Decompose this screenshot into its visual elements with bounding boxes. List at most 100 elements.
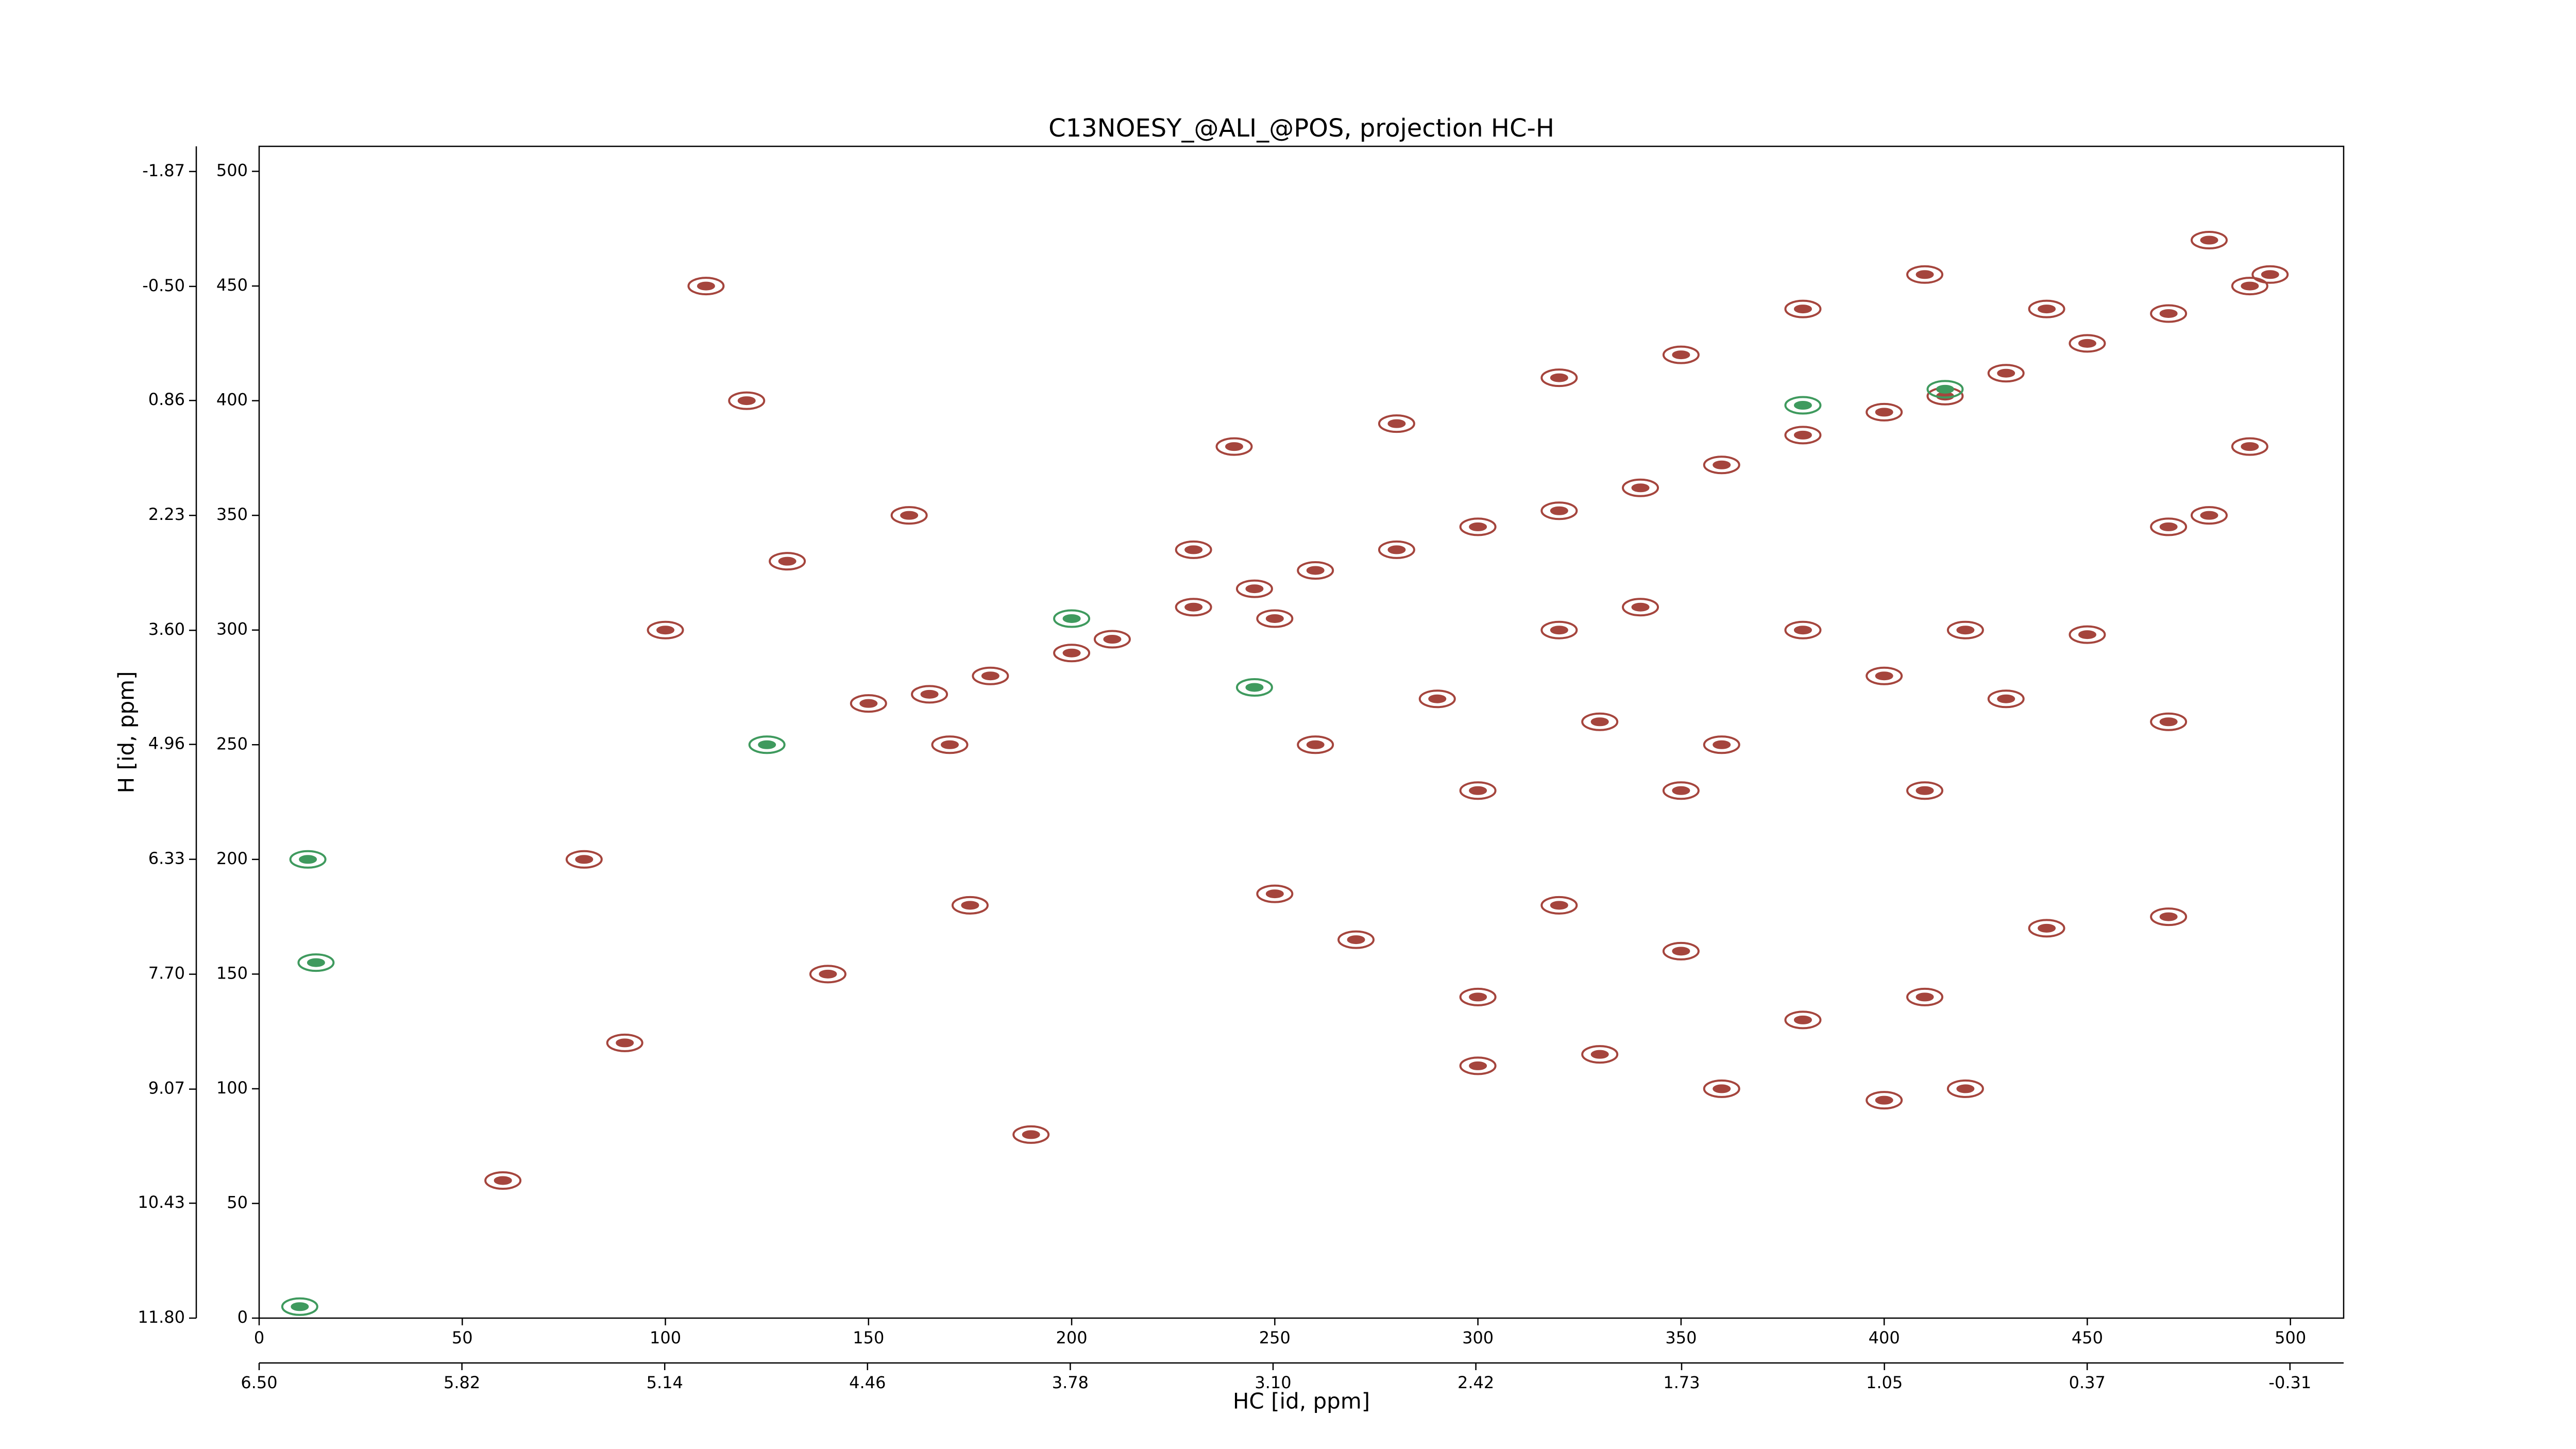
peak [728, 391, 766, 410]
peak-core [961, 901, 979, 910]
peak [281, 1297, 318, 1316]
peak [1215, 437, 1253, 456]
peak-core [1997, 368, 2015, 378]
peak [1297, 561, 1334, 580]
y2-tick-label: 11.80 [138, 1307, 185, 1327]
y2-tick-label: 10.43 [138, 1192, 185, 1212]
peak-core [1103, 635, 1122, 644]
peak [1378, 414, 1415, 433]
x2-tick-label: 3.78 [1052, 1373, 1089, 1392]
peak [1053, 609, 1091, 628]
peak [2190, 506, 2228, 525]
chart-title: C13NOESY_@ALI_@POS, projection HC-H [1048, 114, 1554, 143]
y-tick-label: 250 [216, 734, 248, 753]
peak [1906, 265, 1944, 284]
peak-core [1793, 305, 1812, 314]
peak [1175, 540, 1212, 559]
peak [1946, 1079, 1984, 1098]
peak [1053, 644, 1091, 663]
peak-core [1916, 270, 1934, 279]
peak [1540, 620, 1578, 639]
peak [951, 896, 989, 915]
y2-tick-label: -0.50 [142, 276, 185, 295]
x-tick-label: 150 [853, 1328, 884, 1347]
peak [2231, 277, 2268, 296]
peak [2231, 437, 2268, 456]
peak-core [1916, 992, 1934, 1002]
peak-core [291, 1302, 309, 1311]
peak-core [1590, 1050, 1609, 1059]
y2-tick-label: 7.70 [148, 964, 185, 983]
peak-core [2078, 630, 2096, 639]
peak-core [1672, 947, 1690, 956]
peak [769, 552, 806, 571]
peak-core [1916, 786, 1934, 795]
peak [1622, 478, 1659, 497]
peak [2069, 334, 2106, 353]
peak-core [2261, 270, 2279, 279]
peak [1540, 501, 1578, 520]
peak [1459, 517, 1497, 536]
peak-core [656, 626, 675, 635]
peak-core [1347, 935, 1365, 945]
peak-core [1936, 384, 1954, 394]
peak [2028, 299, 2065, 318]
peak-core [1672, 786, 1690, 795]
x2-tick-label: 3.10 [1255, 1373, 1291, 1392]
peak-core [1713, 460, 1731, 469]
peak-core [1469, 786, 1487, 795]
peak-core [1713, 740, 1731, 749]
peak-core [1225, 442, 1243, 451]
peak-core [1306, 740, 1325, 749]
peak [1784, 620, 1822, 639]
peak-core [697, 281, 715, 291]
peak-core [758, 740, 776, 749]
x2-tick-label: 5.14 [647, 1373, 683, 1392]
peak-core [778, 557, 796, 566]
peak [1926, 380, 1964, 399]
peak [1987, 689, 2025, 709]
peak-core [1245, 683, 1264, 692]
peak-core [2159, 522, 2178, 531]
peak [1581, 1045, 1619, 1064]
peak-core [1550, 626, 1568, 635]
peak-core [941, 740, 959, 749]
peak-core [2038, 305, 2056, 314]
peak-core [2159, 912, 2178, 921]
x2-tick-label: 2.42 [1458, 1373, 1494, 1392]
peak [2028, 919, 2065, 938]
x-axis-label: HC [id, ppm] [1233, 1389, 1370, 1414]
peak-core [1184, 602, 1203, 612]
peak-core [981, 671, 999, 681]
peak-core [1022, 1130, 1040, 1139]
peak [2150, 517, 2188, 536]
peak [289, 850, 327, 869]
peak-core [1387, 545, 1406, 554]
peak [1175, 598, 1212, 617]
peak [1662, 781, 1700, 800]
peak-core [616, 1038, 634, 1048]
y-tick-label: 450 [216, 275, 248, 295]
peak-core [1875, 408, 1893, 417]
x2-tick-label: 4.46 [849, 1373, 886, 1392]
peak-core [1713, 1084, 1731, 1093]
peak-core [1875, 1096, 1893, 1105]
peak [1906, 987, 1944, 1006]
peak [606, 1033, 643, 1052]
y-tick-label: 150 [216, 963, 248, 983]
peak [1581, 712, 1619, 731]
peak-core [2241, 442, 2259, 451]
y-tick-label: 100 [216, 1078, 248, 1098]
peak [1662, 345, 1700, 364]
peak [1459, 1056, 1497, 1075]
peak-core [1590, 717, 1609, 727]
peak-core [494, 1176, 512, 1185]
peak [1784, 299, 1822, 318]
peak [1866, 402, 1903, 422]
peak [2150, 907, 2188, 926]
x2-tick-label: 1.05 [1866, 1373, 1903, 1392]
x-tick-label: 50 [452, 1328, 473, 1347]
x-tick-label: 500 [2275, 1328, 2306, 1347]
peak-core [1793, 626, 1812, 635]
y2-tick-label: 6.33 [148, 849, 185, 868]
